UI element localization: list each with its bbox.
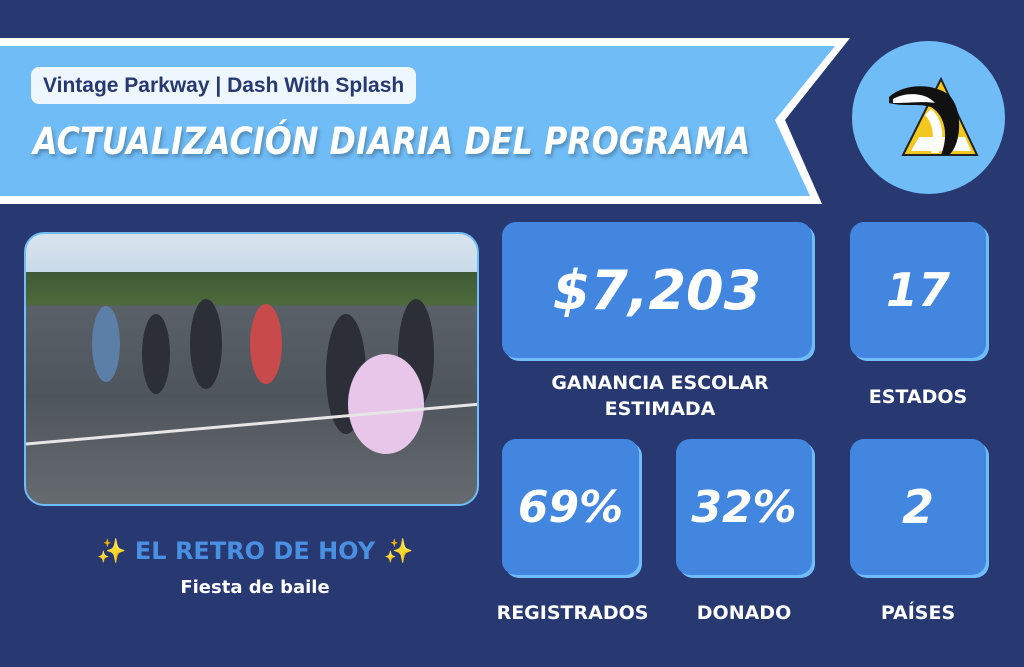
dolphin-logo-icon xyxy=(852,41,1005,194)
page-title: ACTUALIZACIÓN DIARIA DEL PROGRAMA xyxy=(33,120,751,163)
states-card: 17 xyxy=(850,222,986,358)
earnings-label: GANANCIA ESCOLAR ESTIMADA xyxy=(551,372,769,420)
earnings-value: $7,203 xyxy=(552,258,762,322)
states-label: ESTADOS xyxy=(868,386,968,408)
countries-card: 2 xyxy=(850,439,986,575)
event-photo xyxy=(24,232,479,506)
donated-label: DONADO xyxy=(696,602,792,624)
countries-label: PAÍSES xyxy=(880,602,956,624)
retro-heading: ✨ EL RETRO DE HOY ✨ xyxy=(96,537,414,565)
donated-card: 32% xyxy=(676,439,812,575)
earnings-card: $7,203 xyxy=(502,222,812,358)
donated-value: 32% xyxy=(691,481,797,533)
registered-label: REGISTRADOS xyxy=(496,602,649,624)
states-value: 17 xyxy=(885,263,950,317)
program-subtitle: Vintage Parkway | Dash With Splash xyxy=(31,67,417,104)
retro-activity: Fiesta de baile xyxy=(180,577,330,598)
countries-value: 2 xyxy=(901,480,934,534)
registered-value: 69% xyxy=(517,481,624,533)
registered-card: 69% xyxy=(502,439,639,575)
